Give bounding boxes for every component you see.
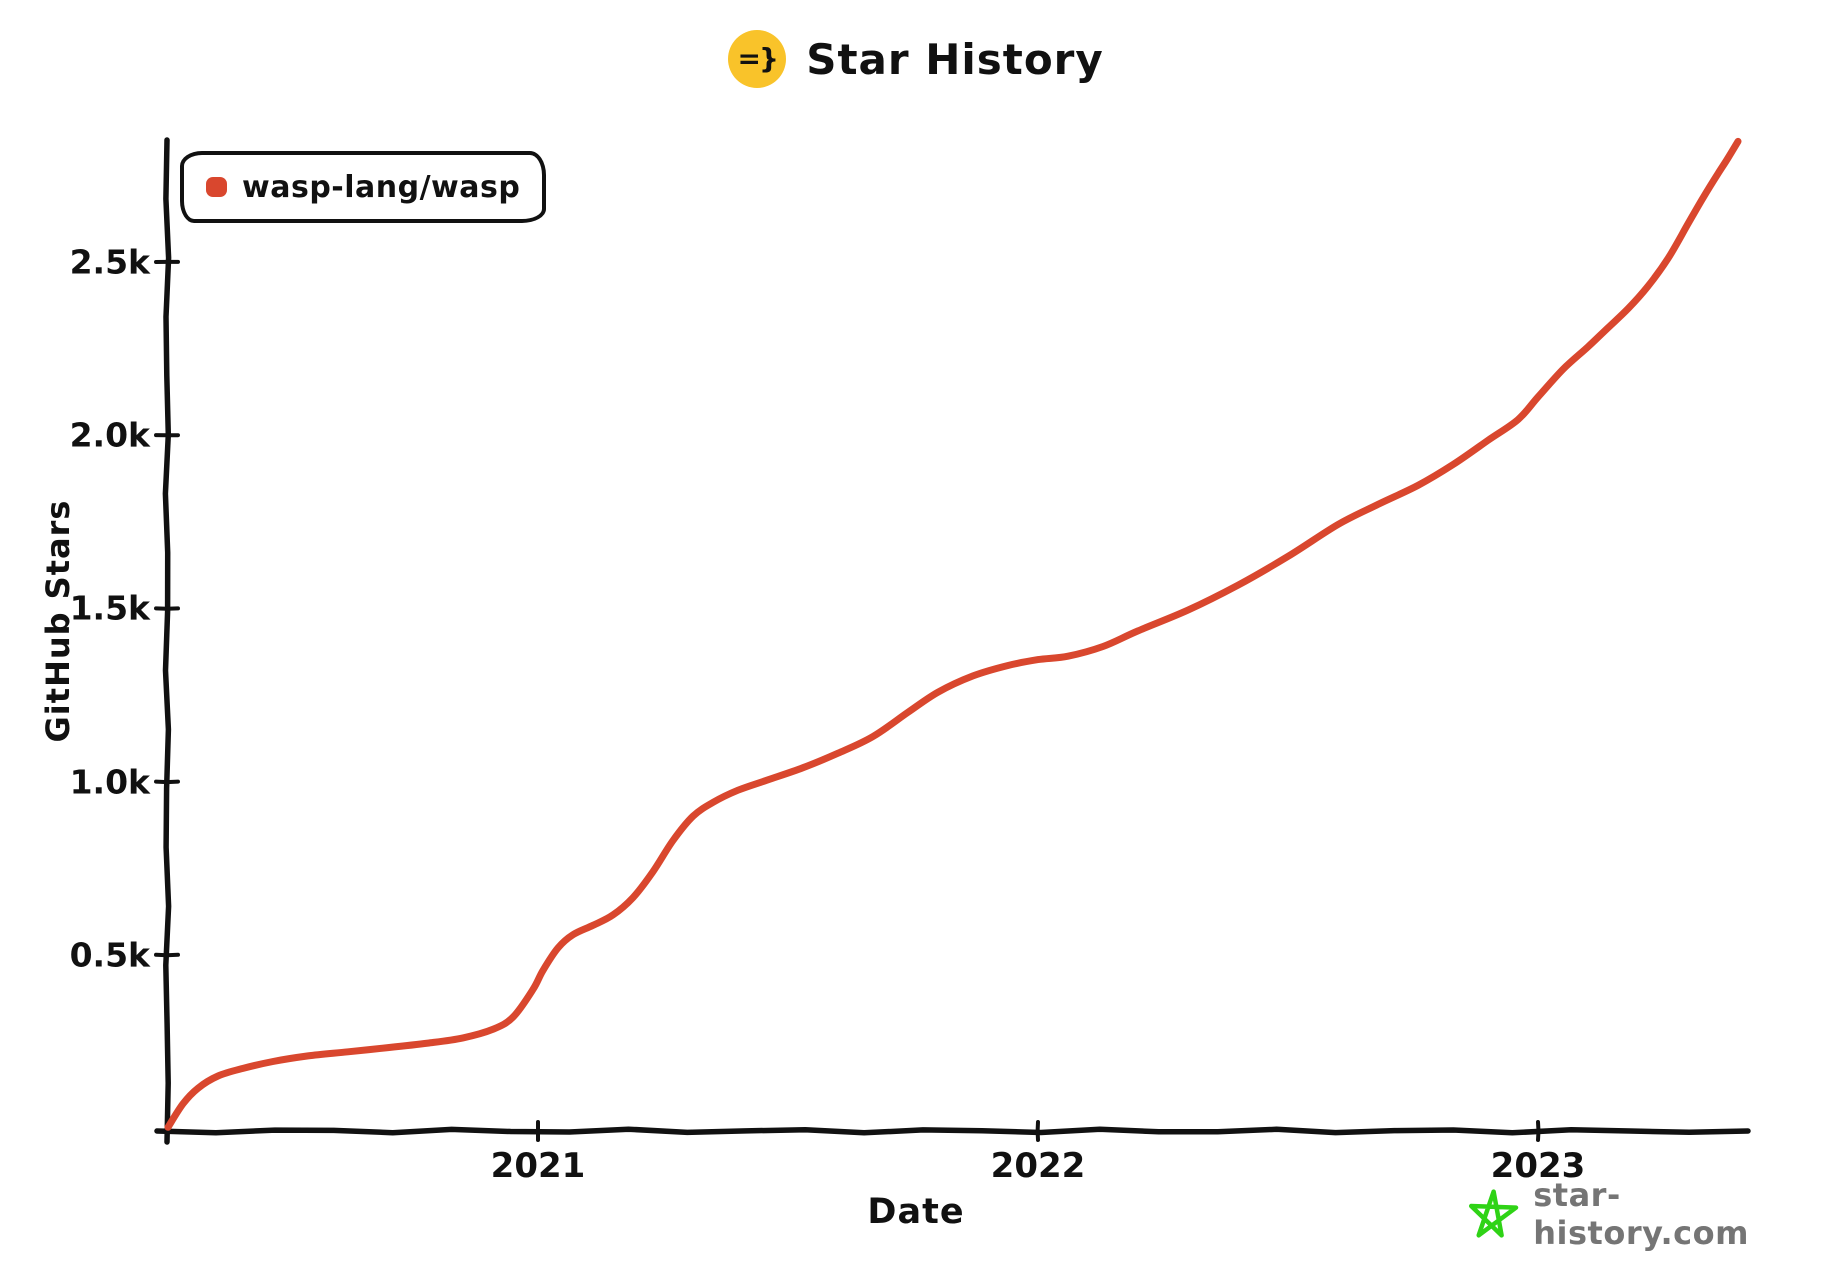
legend[interactable]: wasp-lang/wasp xyxy=(180,151,547,223)
watermark: star-history.com xyxy=(1468,1176,1832,1252)
x-axis-title: Date xyxy=(867,1192,965,1232)
y-tick-label: 2.5k xyxy=(69,242,150,282)
chart-header: =} Star History xyxy=(0,30,1832,88)
chart-title: Star History xyxy=(806,34,1104,84)
x-tick-label: 2021 xyxy=(490,1146,586,1186)
legend-series-label: wasp-lang/wasp xyxy=(242,169,521,205)
y-axis-line xyxy=(162,137,172,1145)
y-tick-label: 0.5k xyxy=(69,935,150,975)
y-tick-label: 1.5k xyxy=(69,588,150,628)
x-tick-mark xyxy=(1536,1120,1541,1142)
wasp-logo-glyph: =} xyxy=(737,41,779,75)
site-link[interactable]: star-history.com xyxy=(1533,1176,1749,1252)
y-tick-mark xyxy=(154,779,180,785)
wasp-logo-icon: =} xyxy=(728,30,787,88)
y-tick-label: 1.0k xyxy=(69,762,150,802)
legend-series-marker xyxy=(206,177,227,197)
series-line-wasp-lang/wasp xyxy=(164,137,1742,1131)
y-tick-mark xyxy=(154,952,180,958)
x-tick-label: 2022 xyxy=(990,1146,1086,1186)
star-icon xyxy=(1468,1189,1519,1238)
x-tick-label: 2023 xyxy=(1490,1146,1586,1186)
x-axis-line xyxy=(154,1126,1751,1136)
y-tick-label: 2.0k xyxy=(69,415,150,455)
